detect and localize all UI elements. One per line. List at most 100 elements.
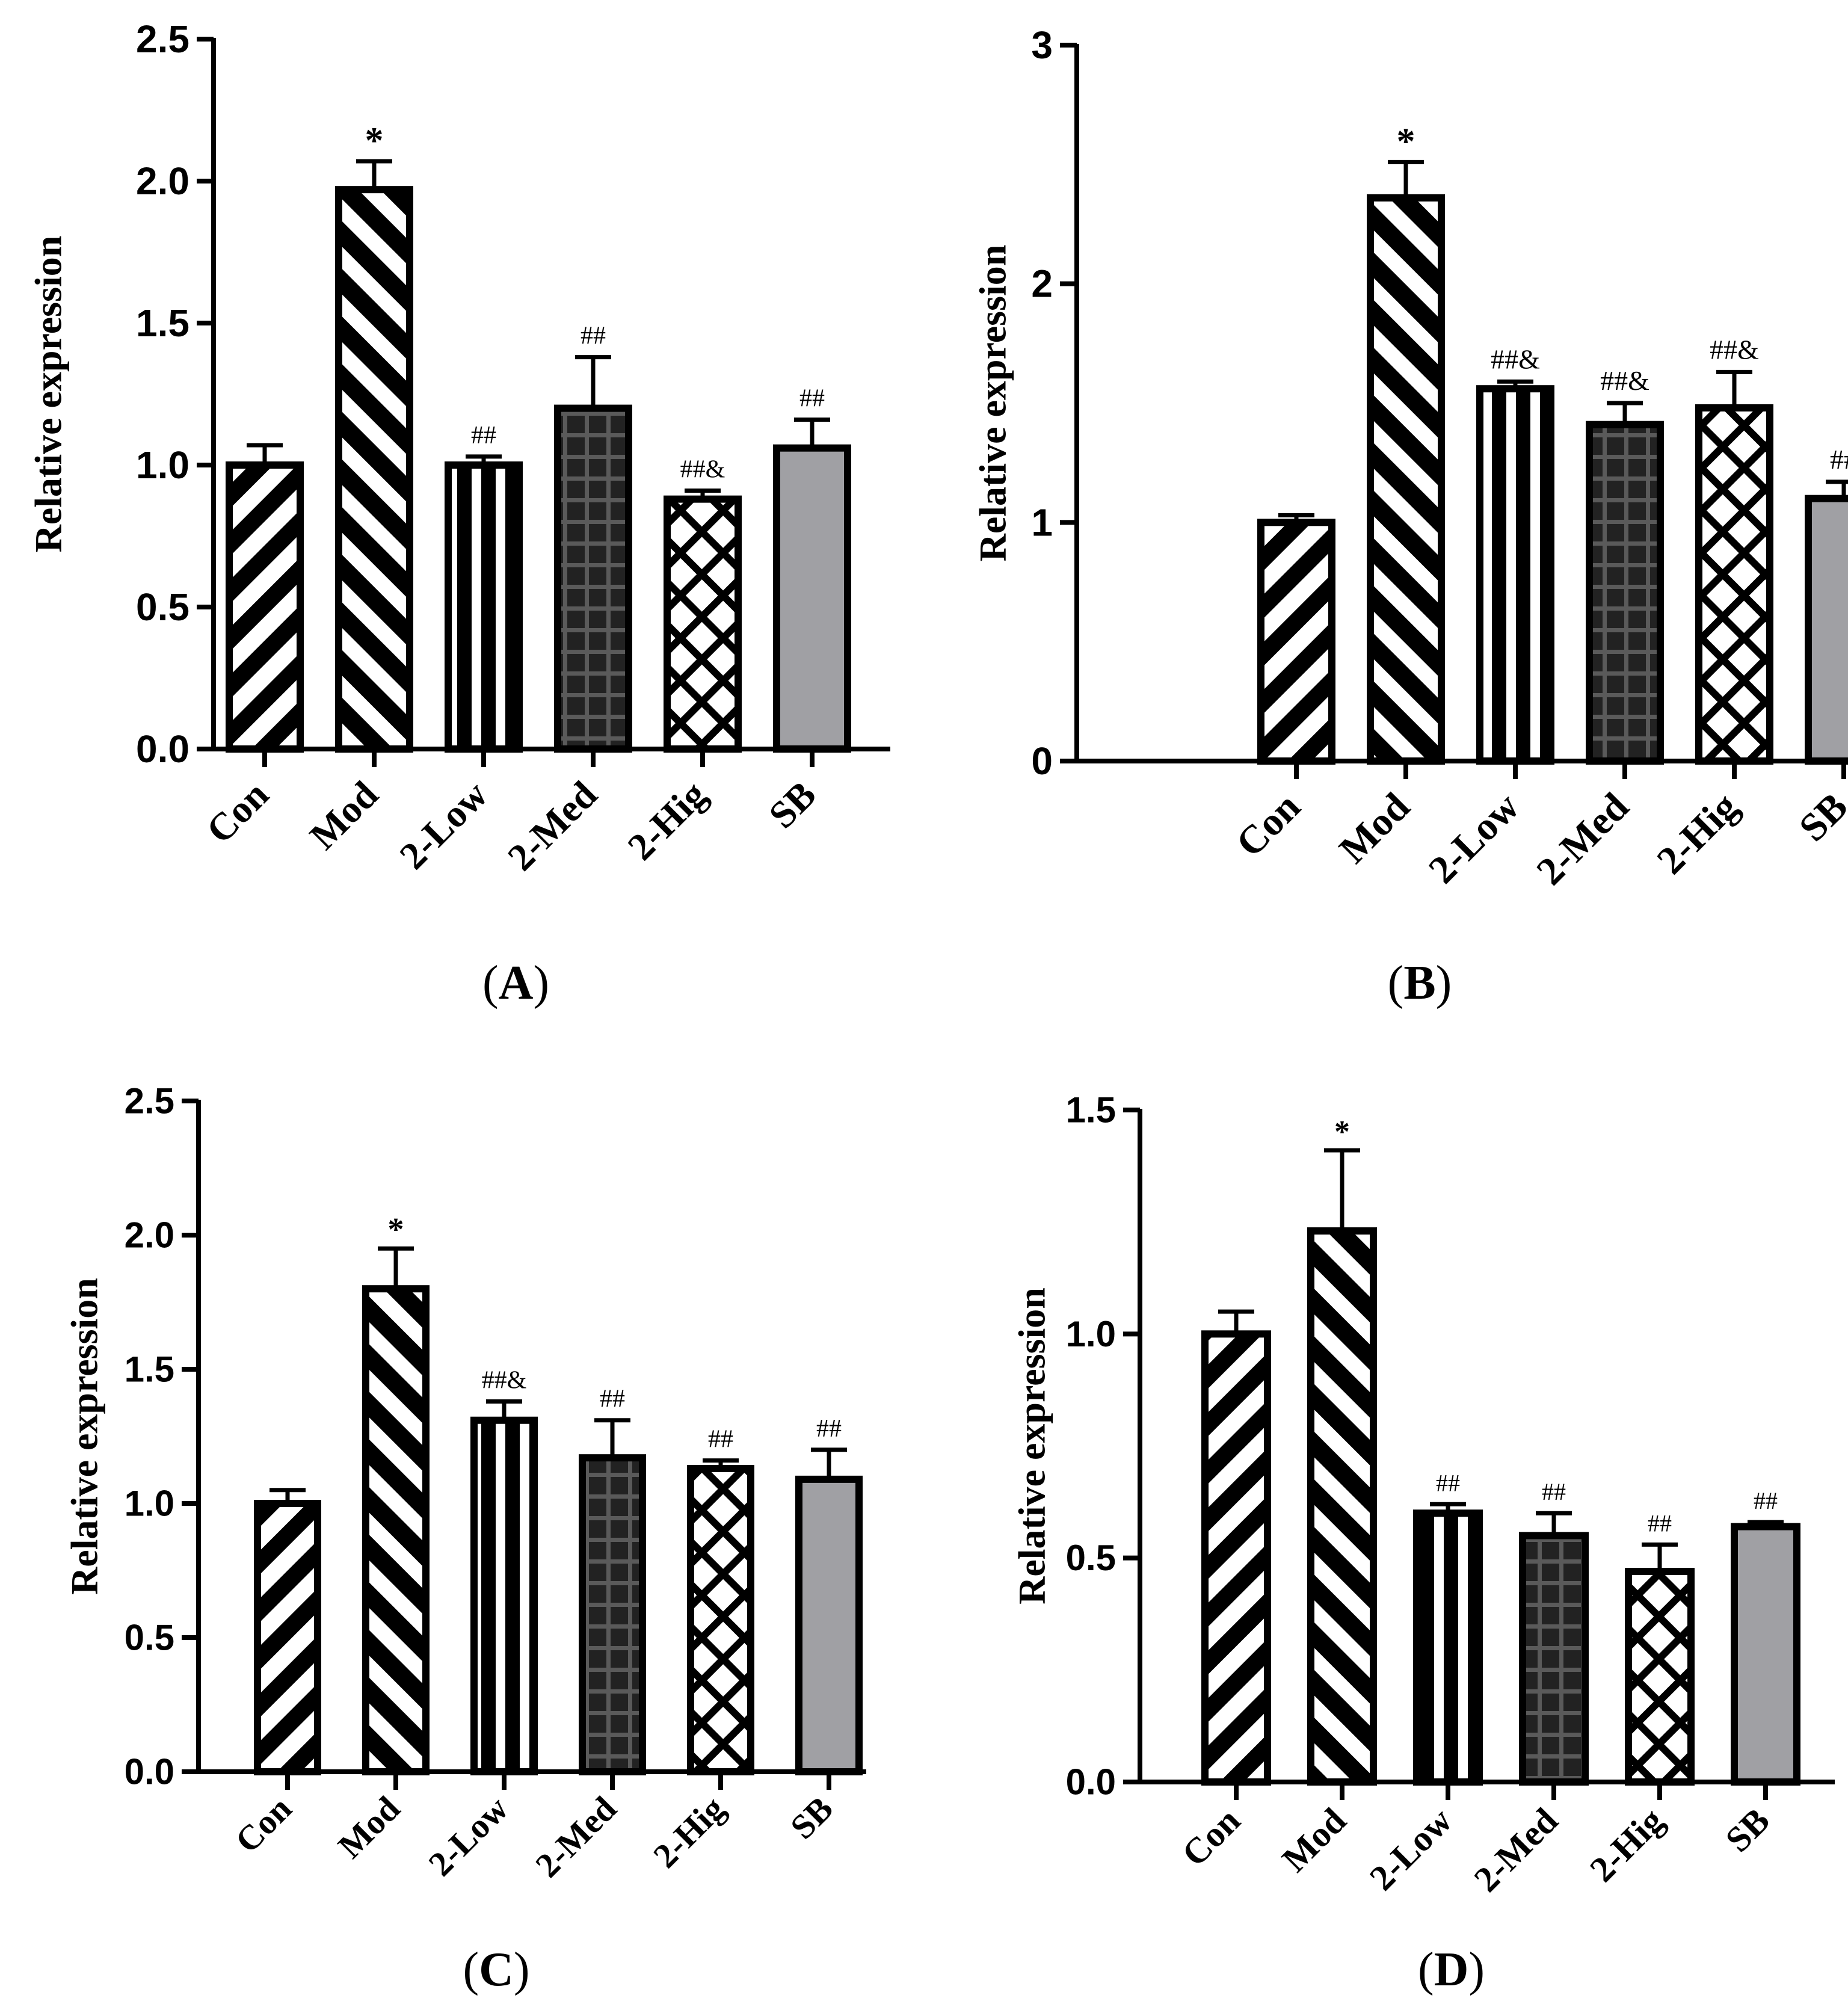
panel-label: (B) [1388, 957, 1452, 1010]
significance-mark: ## [799, 384, 825, 412]
x-category-label: 2-Hig [620, 773, 715, 868]
y-tick-label: 2.0 [136, 159, 189, 203]
bar-2-low [1476, 385, 1554, 765]
x-category-label: SB [783, 1789, 840, 1846]
y-tick-label: 0.5 [136, 585, 189, 629]
y-tick-label: 2.5 [125, 1081, 174, 1121]
y-tick-label: 2.0 [125, 1215, 174, 1256]
x-category-label: 2-Low [1420, 785, 1528, 892]
bar-mod [362, 1285, 430, 1775]
x-category-label: 2-Hig [645, 1789, 732, 1875]
bar-2-hig [664, 495, 742, 753]
bar-sb [795, 1475, 863, 1776]
x-category-label: 2-Low [421, 1789, 516, 1884]
significance-mark: ## [1754, 1487, 1778, 1514]
y-tick-label: 1.5 [125, 1349, 174, 1390]
y-tick-label: 0.0 [136, 727, 189, 771]
x-category-label: 2-Med [499, 773, 605, 879]
x-category-label: 2-Med [1528, 785, 1637, 893]
x-category-label: Mod [1275, 1801, 1354, 1880]
panel-c: 0.0 0.5 1.0 1.5 2.0 2.5 Relative expression Con… [63, 1081, 866, 1996]
y-tick-label: 2 [1031, 262, 1053, 306]
significance-mark: ##& [482, 1367, 527, 1395]
bar-2-hig [687, 1465, 754, 1776]
y-tick-label: 1.5 [1066, 1090, 1116, 1130]
x-category-label: Mod [330, 1789, 407, 1866]
bar-2-low [445, 461, 523, 753]
x-category-label: 2-Hig [1582, 1801, 1671, 1890]
bar-2-med [1586, 421, 1664, 765]
x-category-label: 2-Hig [1649, 785, 1747, 883]
significance-mark: ## [1436, 1469, 1460, 1496]
x-category-label: Mod [301, 773, 386, 858]
y-tick-label: 0.0 [1066, 1762, 1116, 1802]
significance-mark: ## [471, 422, 496, 449]
bar-2-hig [1625, 1568, 1695, 1786]
y-axis-label: Relative expression [27, 236, 70, 553]
significance-mark: ## [1648, 1509, 1672, 1537]
y-tick-label: 3 [1031, 23, 1053, 67]
bar-sb [773, 444, 851, 753]
significance-mark: ##& [1710, 334, 1759, 365]
bar-con [1257, 519, 1335, 765]
bar-2-hig [1695, 404, 1773, 765]
y-tick-label: 0.5 [125, 1618, 174, 1658]
y-tick-label: 0.0 [125, 1752, 174, 1792]
significance-mark: ## [600, 1386, 625, 1413]
significance-star: * [1397, 121, 1415, 162]
y-tick-label: 0 [1031, 739, 1053, 783]
panel-label: (A) [482, 957, 549, 1010]
bar-sb [1805, 495, 1848, 765]
y-tick-label: 1.0 [125, 1484, 174, 1524]
panel-label: (D) [1418, 1943, 1485, 1996]
bar-mod [1307, 1227, 1377, 1786]
x-category-label: Mod [1331, 785, 1418, 872]
x-category-label: Con [1174, 1801, 1248, 1874]
significance-mark: ##& [1491, 344, 1540, 374]
x-category-label: 2-Low [1362, 1800, 1460, 1898]
significance-mark: ## [1830, 444, 1848, 475]
y-tick-label: 1.0 [1066, 1314, 1116, 1354]
x-category-label: 2-Med [1467, 1801, 1565, 1899]
significance-mark: ## [708, 1426, 733, 1454]
panel-d: 0.0 0.5 1.0 1.5 Relative expression Con Mod * 2-… [1011, 1090, 1835, 1996]
bar-con [254, 1500, 321, 1775]
y-axis-label: Relative expression [63, 1278, 106, 1595]
bar-2-low [470, 1416, 538, 1775]
bar-con [1201, 1330, 1271, 1786]
x-category-label: SB [1791, 785, 1848, 850]
bar-2-low [1413, 1509, 1483, 1786]
bar-2-med [1519, 1532, 1589, 1786]
panel-label: (C) [463, 1943, 529, 1996]
panel-a: 0.0 0.5 1.0 1.5 2.0 2.5 Relative expression Con… [27, 17, 890, 1010]
bar-sb [1731, 1523, 1800, 1786]
x-category-label: SB [1718, 1801, 1778, 1860]
y-tick-label: 1.0 [136, 443, 189, 487]
significance-mark: ##& [680, 455, 725, 483]
y-tick-label: 1 [1031, 501, 1053, 544]
significance-star: * [388, 1211, 404, 1247]
y-axis-label: Relative expression [1011, 1287, 1053, 1605]
x-category-label: Con [198, 773, 277, 852]
y-axis-label: Relative expression [972, 245, 1014, 562]
x-category-label: Con [227, 1789, 299, 1860]
x-category-label: 2-Med [528, 1789, 624, 1885]
significance-star: * [365, 120, 384, 161]
panel-b: 0 1 2 3 Relative expression Con Mod * 2-Low ##& 2-… [972, 23, 1848, 1010]
significance-star: * [1334, 1115, 1350, 1149]
y-tick-label: 1.5 [136, 301, 189, 345]
significance-mark: ## [1542, 1478, 1566, 1505]
panels-layer: 0.0 0.5 1.0 1.5 2.0 2.5 Relative expression Con… [27, 17, 1848, 1996]
bar-mod [335, 186, 413, 753]
y-tick-label: 2.5 [136, 17, 189, 61]
bar-con [226, 461, 304, 753]
x-category-label: SB [760, 773, 824, 837]
y-tick-label: 0.5 [1066, 1538, 1116, 1578]
significance-mark: ## [581, 322, 606, 350]
bar-2-med [579, 1454, 646, 1775]
bar-2-med [554, 404, 632, 753]
x-category-label: Con [1228, 785, 1309, 866]
significance-mark: ##& [1600, 365, 1649, 396]
bar-mod [1367, 194, 1445, 765]
